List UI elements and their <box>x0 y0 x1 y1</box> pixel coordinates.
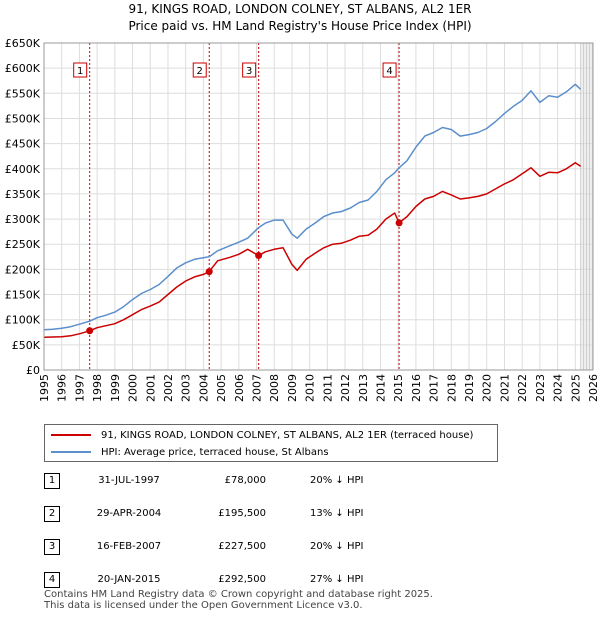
sale-marker-box <box>242 62 257 78</box>
sale-number-badge: 3 <box>44 539 60 555</box>
price-chart: £0 £50K £100K £150K £200K £250K £300K £350K £400… <box>5 37 600 402</box>
x-tick-label: 2022 <box>516 374 529 402</box>
x-tick-label: 2025 <box>569 374 582 402</box>
sale-number-badge: 1 <box>44 473 60 489</box>
x-tick-label: 2017 <box>428 374 441 402</box>
y-tick-label: £0 <box>26 364 40 377</box>
footer-notice: Contains HM Land Registry data © Crown c… <box>44 589 433 611</box>
legend-label-hpi: HPI: Average price, terraced house, St A… <box>101 446 329 458</box>
sale-point <box>395 219 403 227</box>
x-tick-label: 1998 <box>91 374 104 402</box>
y-tick-label: £650K <box>5 37 41 50</box>
legend-swatch-hpi <box>51 451 91 453</box>
sale-date: 16-FEB-2007 <box>96 541 162 552</box>
sale-marker-label: 3 <box>246 66 252 77</box>
x-tick-label: 2014 <box>374 374 387 402</box>
series-line-price-paid <box>43 161 582 339</box>
x-tick-label: 2004 <box>197 374 210 402</box>
sale-hpi-diff: 20% ↓ HPI <box>310 475 364 486</box>
sale-date: 31-JUL-1997 <box>98 475 160 486</box>
x-tick-label: 2003 <box>180 374 193 402</box>
chart-title-line2: Price paid vs. HM Land Registry's House … <box>128 19 472 33</box>
y-tick-label: £450K <box>5 138 41 151</box>
x-tick-label: 2008 <box>268 374 281 402</box>
sale-number-badge: 2 <box>44 506 60 522</box>
y-tick-label: £350K <box>5 188 41 201</box>
sale-row: 1 31-JUL-1997 £78,000 20% ↓ HPI <box>44 473 464 506</box>
footer-copyright: Contains HM Land Registry data © Crown c… <box>44 589 433 600</box>
sale-row: 2 29-APR-2004 £195,500 13% ↓ HPI <box>44 506 464 539</box>
sale-marker-box <box>382 62 397 78</box>
sale-point <box>255 252 263 260</box>
y-tick-label: £50K <box>12 339 41 352</box>
x-tick-label: 2013 <box>357 374 370 402</box>
x-tick-label: 2012 <box>339 374 352 402</box>
legend-item-hpi: HPI: Average price, terraced house, St A… <box>51 444 329 460</box>
sale-marker-label: 1 <box>77 66 83 77</box>
sale-price: £78,000 <box>224 475 266 486</box>
series-line-hpi <box>43 83 582 331</box>
chart-title-line1: 91, KINGS ROAD, LONDON COLNEY, ST ALBANS… <box>128 2 472 16</box>
x-tick-label: 2021 <box>498 374 511 402</box>
y-tick-label: £150K <box>5 289 41 302</box>
y-tick-label: £200K <box>5 263 41 276</box>
sale-row: 3 16-FEB-2007 £227,500 20% ↓ HPI <box>44 539 464 572</box>
x-tick-label: 1995 <box>38 374 51 402</box>
sale-date: 29-APR-2004 <box>96 508 162 519</box>
sale-price: £195,500 <box>218 508 266 519</box>
y-tick-label: £100K <box>5 314 41 327</box>
x-tick-label: 2005 <box>215 374 228 402</box>
x-tick-label: 2019 <box>463 374 476 402</box>
y-tick-label: £500K <box>5 112 41 125</box>
plot-area <box>44 43 593 370</box>
x-tick-label: 1999 <box>109 374 122 402</box>
sale-point <box>86 327 94 335</box>
sale-price: £227,500 <box>218 541 266 552</box>
sale-hpi-diff: 27% ↓ HPI <box>310 574 364 585</box>
sale-marker-box <box>192 62 207 78</box>
sale-hpi-diff: 20% ↓ HPI <box>310 541 364 552</box>
y-tick-label: £400K <box>5 163 41 176</box>
x-tick-label: 2026 <box>587 374 600 402</box>
x-tick-label: 2001 <box>144 374 157 402</box>
x-tick-label: 2015 <box>392 374 405 402</box>
sale-point <box>205 268 213 276</box>
x-tick-label: 2020 <box>481 374 494 402</box>
x-tick-label: 2024 <box>552 374 565 402</box>
x-tick-label: 2016 <box>410 374 423 402</box>
x-tick-label: 2002 <box>162 374 175 402</box>
y-tick-label: £600K <box>5 62 41 75</box>
plot-border <box>43 42 594 371</box>
sale-number-badge: 4 <box>44 572 60 588</box>
footer-license: This data is licensed under the Open Gov… <box>44 600 363 611</box>
legend-label-price-paid: 91, KINGS ROAD, LONDON COLNEY, ST ALBANS… <box>101 429 474 441</box>
y-tick-label: £250K <box>5 238 41 251</box>
legend-item-price-paid: 91, KINGS ROAD, LONDON COLNEY, ST ALBANS… <box>51 427 473 443</box>
x-tick-label: 1996 <box>56 374 69 402</box>
x-tick-label: 2011 <box>321 374 334 402</box>
legend-swatch-price-paid <box>51 434 91 436</box>
x-tick-label: 2023 <box>534 374 547 402</box>
sale-date: 20-JAN-2015 <box>97 574 161 585</box>
y-tick-label: £300K <box>5 213 41 226</box>
x-tick-label: 2018 <box>445 374 458 402</box>
x-tick-label: 2010 <box>304 374 317 402</box>
sale-row: 4 20-JAN-2015 £292,500 27% ↓ HPI <box>44 572 464 605</box>
x-tick-label: 2000 <box>127 374 140 402</box>
y-tick-label: £550K <box>5 87 41 100</box>
sale-hpi-diff: 13% ↓ HPI <box>310 508 364 519</box>
sales-table: 1 31-JUL-1997 £78,000 20% ↓ HPI 2 29-APR… <box>44 473 464 605</box>
sale-price: £292,500 <box>218 574 266 585</box>
x-tick-label: 2009 <box>286 374 299 402</box>
x-tick-label: 2006 <box>233 374 246 402</box>
sale-marker-box <box>73 62 88 78</box>
x-tick-label: 2007 <box>251 374 264 402</box>
sale-marker-label: 2 <box>197 66 203 77</box>
x-tick-label: 1997 <box>73 374 86 402</box>
chart-legend: 91, KINGS ROAD, LONDON COLNEY, ST ALBANS… <box>44 424 498 462</box>
sale-marker-label: 4 <box>386 66 392 77</box>
